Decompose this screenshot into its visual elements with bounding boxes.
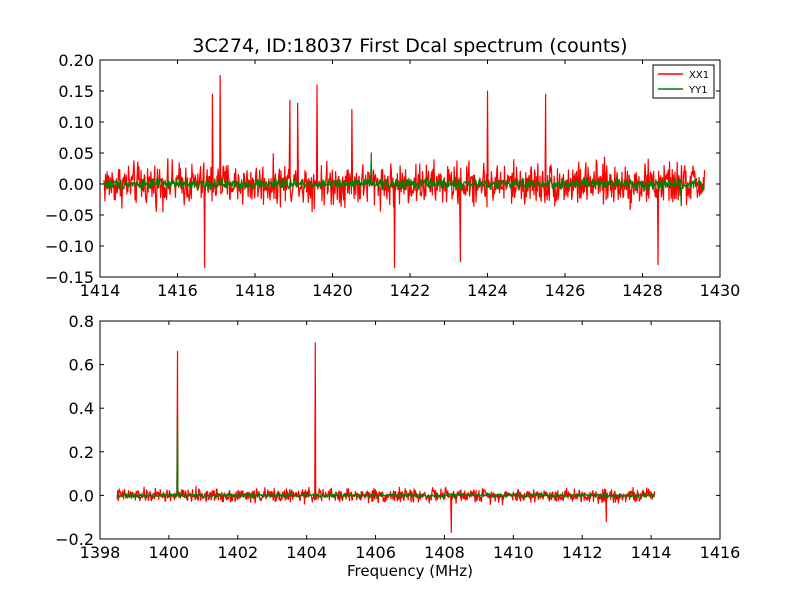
y-tick-label: −0.10 xyxy=(45,237,94,256)
plot-area xyxy=(116,342,656,534)
x-tick-label: 1410 xyxy=(493,543,534,562)
x-tick-label: 1414 xyxy=(631,543,672,562)
bottom-panel: 1398 1400 1402 1404 1406 1408 1410 1412 1414 1416… xyxy=(55,312,740,580)
x-tick-label: 1406 xyxy=(355,543,396,562)
series-line-series-1 xyxy=(116,416,655,499)
x-tick-label: 1422 xyxy=(390,281,431,300)
y-tick-label: 0.00 xyxy=(58,175,94,194)
y-tick-label: 0.10 xyxy=(58,113,94,132)
x-tick-label: 1398 xyxy=(80,543,121,562)
plot-area xyxy=(103,74,706,269)
chart-title: 3C274, ID:18037 First Dcal spectrum (cou… xyxy=(192,35,627,57)
x-tick-label: 1412 xyxy=(562,543,603,562)
legend-label-xx1: XX1 xyxy=(689,70,709,81)
top-panel: 1414 1416 1418 1420 1422 1424 1426 1428 1430 −0.1… xyxy=(45,35,740,300)
x-tick-label: 1418 xyxy=(235,281,276,300)
x-tick-label: 1400 xyxy=(149,543,190,562)
x-tick-label: 1416 xyxy=(700,543,741,562)
x-tick-label: 1408 xyxy=(424,543,465,562)
x-tick-label: 1402 xyxy=(217,543,258,562)
x-tick-label: 1428 xyxy=(622,281,663,300)
series-line-yy1 xyxy=(103,152,705,207)
legend-box xyxy=(652,64,715,99)
y-tick-label: 0.0 xyxy=(69,486,94,505)
y-tick-label: 0.15 xyxy=(58,82,94,101)
y-tick-label: 0.20 xyxy=(58,51,94,70)
x-axis-label: Frequency (MHz) xyxy=(347,562,473,580)
legend-label-yy1: YY1 xyxy=(688,85,708,96)
y-tick-label: −0.05 xyxy=(45,206,94,225)
y-tick-label: 0.8 xyxy=(69,312,94,331)
y-tick-label: 0.05 xyxy=(58,144,94,163)
x-tick-label: 1426 xyxy=(545,281,586,300)
y-tick-label: 0.4 xyxy=(69,399,94,418)
y-tick-label: −0.15 xyxy=(45,268,94,287)
y-tick-label: −0.2 xyxy=(55,530,94,549)
x-tick-label: 1416 xyxy=(157,281,198,300)
series-line-series-0 xyxy=(116,342,656,534)
x-tick-label: 1424 xyxy=(467,281,508,300)
x-tick-label: 1404 xyxy=(286,543,327,562)
axes-frame xyxy=(99,320,721,540)
x-tick-label: 1414 xyxy=(80,281,121,300)
x-tick-label: 1430 xyxy=(700,281,741,300)
y-tick-label: 0.2 xyxy=(69,443,94,462)
x-tick-label: 1420 xyxy=(312,281,353,300)
y-tick-label: 0.6 xyxy=(69,356,94,375)
